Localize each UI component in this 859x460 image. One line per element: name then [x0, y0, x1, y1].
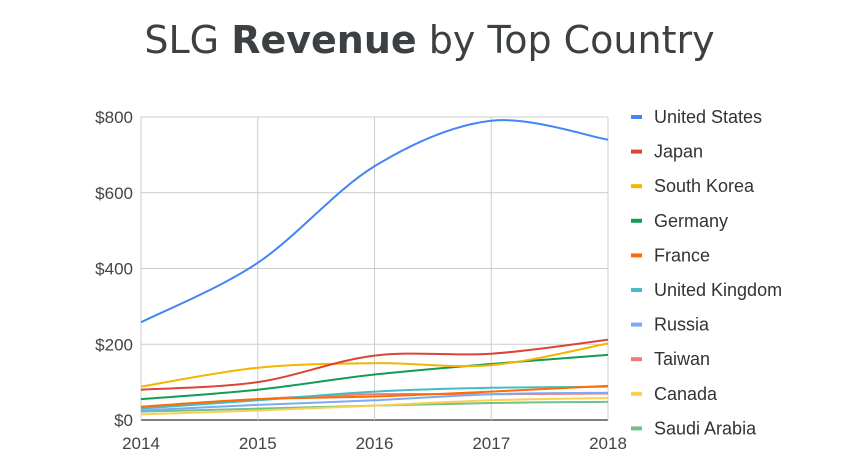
legend-label: Germany — [654, 211, 728, 231]
legend-label: Canada — [654, 384, 718, 404]
series-line-south-korea — [140, 342, 609, 388]
legend-item-japan[interactable]: Japan — [631, 142, 703, 162]
legend-item-united-kingdom[interactable]: United Kingdom — [631, 280, 782, 300]
series-lines — [140, 119, 609, 416]
chart-title-suffix: by Top Country — [416, 18, 715, 62]
x-tick-label: 2014 — [122, 434, 160, 453]
x-tick-label: 2017 — [472, 434, 510, 453]
series-line-united-kingdom — [140, 385, 609, 410]
series-line-germany — [140, 353, 609, 401]
legend-label: United Kingdom — [654, 280, 782, 300]
legend-swatch — [631, 288, 642, 292]
legend-item-taiwan[interactable]: Taiwan — [631, 349, 710, 369]
series-line-canada — [140, 397, 609, 416]
legend-label: Russia — [654, 315, 710, 335]
legend-label: Taiwan — [654, 349, 710, 369]
legend-label: France — [654, 245, 710, 265]
legend-swatch — [631, 426, 642, 431]
x-tick-label: 2016 — [356, 434, 394, 453]
y-tick-label: $800 — [95, 108, 133, 127]
y-tick-label: $600 — [95, 184, 133, 203]
series-line-france — [140, 384, 609, 408]
y-tick-label: $200 — [95, 335, 133, 354]
chart-title: SLG Revenue by Top Country — [0, 18, 859, 62]
chart-title-bold: Revenue — [231, 18, 417, 62]
legend-item-united-states[interactable]: United States — [631, 107, 762, 127]
legend-label: Japan — [654, 142, 703, 162]
chart-title-prefix: SLG — [144, 18, 232, 62]
x-tick-label: 2015 — [239, 434, 277, 453]
legend-swatch — [631, 184, 642, 189]
legend-label: South Korea — [654, 176, 755, 196]
series-line-united-states — [140, 119, 609, 324]
legend-swatch — [631, 357, 642, 362]
x-axis-ticks: 2014 2015 2016 2017 2018 — [122, 434, 627, 453]
legend-item-germany[interactable]: Germany — [631, 211, 728, 231]
legend-item-russia[interactable]: Russia — [631, 315, 710, 335]
x-tick-label: 2018 — [589, 434, 627, 453]
series-line-russia — [140, 391, 609, 412]
legend-swatch — [631, 391, 642, 396]
legend-item-south-korea[interactable]: South Korea — [631, 176, 755, 196]
legend-item-canada[interactable]: Canada — [631, 384, 718, 404]
y-axis-ticks: $0 $200 $400 $600 $800 — [95, 108, 133, 430]
legend-label: Saudi Arabia — [654, 418, 757, 438]
y-tick-label: $0 — [114, 411, 133, 430]
legend-label: United States — [654, 107, 762, 127]
legend-item-saudi-arabia[interactable]: Saudi Arabia — [631, 418, 757, 438]
legend-item-france[interactable]: France — [631, 245, 710, 265]
series-line-japan — [140, 338, 609, 391]
legend-swatch — [631, 253, 642, 258]
legend: United States Japan South Korea Germany Fran… — [631, 107, 782, 438]
legend-swatch — [631, 149, 642, 154]
legend-swatch — [631, 218, 642, 223]
y-tick-label: $400 — [95, 260, 133, 279]
legend-swatch — [631, 322, 642, 327]
legend-swatch — [631, 115, 642, 119]
grid — [140, 116, 609, 421]
